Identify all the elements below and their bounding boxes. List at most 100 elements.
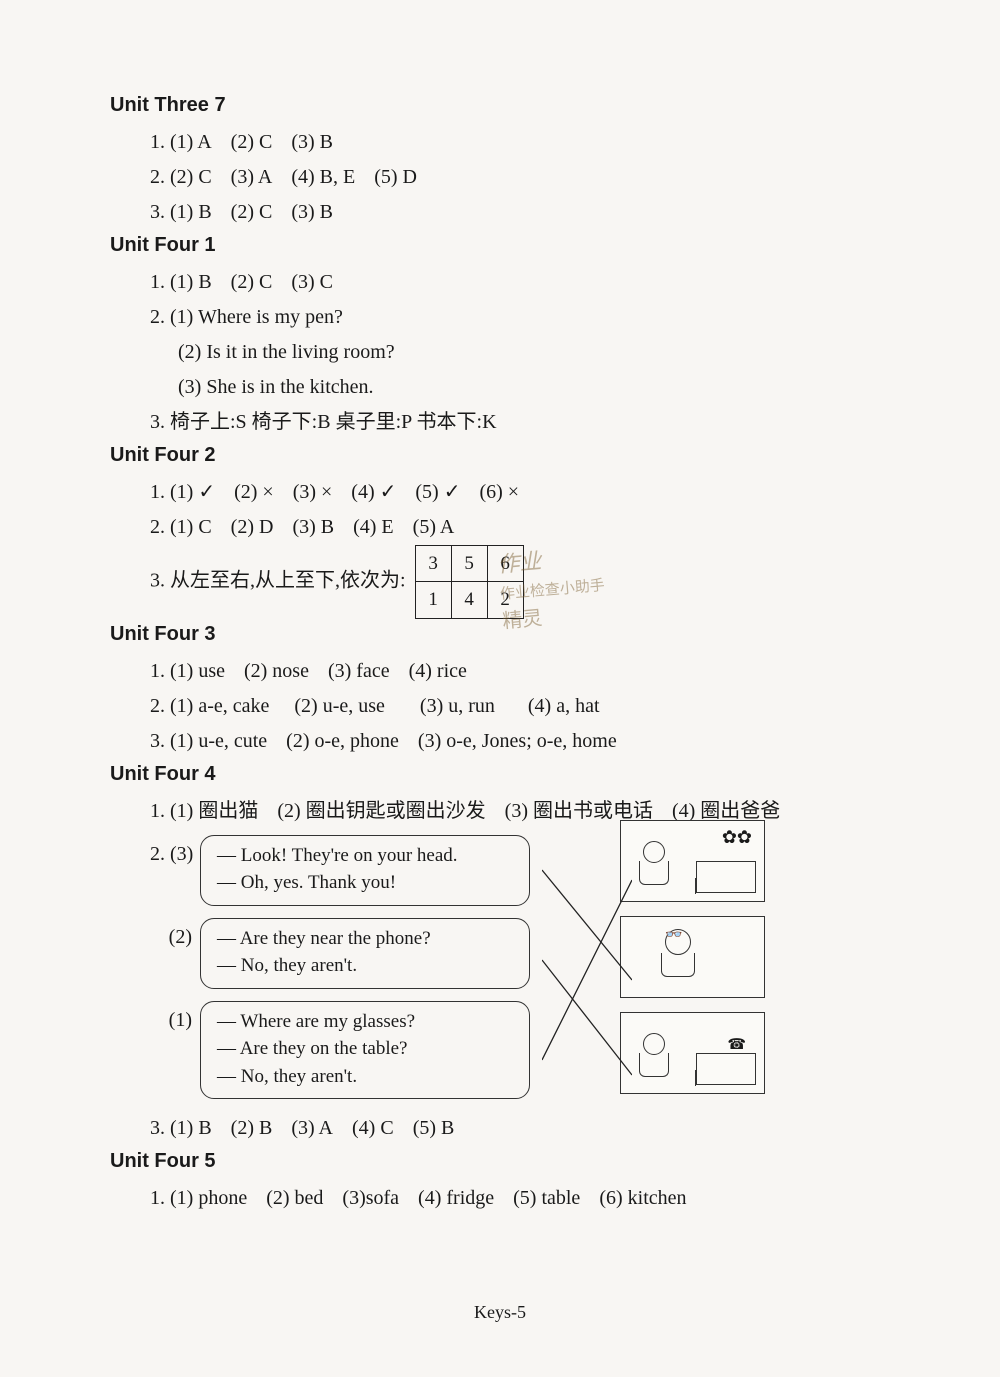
heading-unit-three-7: Unit Three 7 (110, 94, 890, 117)
u4-4-q1: 1. (1) 圈出猫 (2) 圈出钥匙或圈出沙发 (3) 圈出书或电话 (4) … (150, 794, 890, 829)
ans: (3)sofa (342, 1181, 399, 1216)
heading-unit-four-3: Unit Four 3 (110, 623, 890, 646)
ans: 3. (1) u-e, cute (150, 724, 267, 759)
u4-4-q3: 3. (1) B (2) B (3) A (4) C (5) B (150, 1111, 890, 1146)
heading-unit-four-5: Unit Four 5 (110, 1150, 890, 1173)
page: Unit Three 7 1. (1) A (2) C (3) B 2. (2)… (0, 0, 1000, 1377)
ans: (2) bed (266, 1181, 323, 1216)
ans: 2. (2) C (150, 160, 212, 195)
ans: 1. (1) phone (150, 1181, 247, 1216)
ans: (3) C (291, 265, 333, 300)
heading-unit-four-1: Unit Four 1 (110, 234, 890, 257)
speech-bubble-2: — Are they near the phone? — No, they ar… (200, 918, 530, 989)
ans: (5) A (413, 510, 455, 545)
speech-bubble-3: — Where are my glasses? — Are they on th… (200, 1001, 530, 1100)
ans: 1. (1) B (150, 265, 212, 300)
bubble-num: (2) (150, 912, 200, 949)
flowers-icon: ✿✿ (722, 827, 752, 848)
ans: (3) A (231, 160, 273, 195)
match-row-1: 2. (3) — Look! They're on your head. — O… (150, 829, 890, 912)
ans: (2) × (234, 475, 274, 510)
ans: 2. (1) a-e, cake (150, 689, 269, 724)
cell: 1 (415, 582, 451, 618)
ans: (6) × (479, 475, 519, 510)
heading-unit-four-2: Unit Four 2 (110, 444, 890, 467)
bubble-line: — No, they aren't. (217, 1063, 513, 1091)
ans: (4) ✓ (351, 475, 396, 510)
u3-7-q2: 2. (2) C (3) A (4) B, E (5) D (150, 160, 890, 195)
cell: 5 (451, 546, 487, 582)
person-icon (635, 841, 673, 891)
u4-2-q2: 2. (1) C (2) D (3) B (4) E (5) A (150, 510, 890, 545)
phone-icon: ☎ (727, 1035, 746, 1054)
ans: (4) fridge (418, 1181, 494, 1216)
ans: (4) B, E (291, 160, 355, 195)
ans: 1. (1) ✓ (150, 475, 215, 510)
ans: (5) table (513, 1181, 580, 1216)
ans: (3) × (293, 475, 333, 510)
ans: (3) A (291, 1111, 333, 1146)
ans: (2) nose (244, 654, 309, 689)
ans: 1. (1) 圈出猫 (150, 794, 258, 829)
ans: 2. (1) C (150, 510, 212, 545)
bubble-line: — Where are my glasses? (217, 1008, 513, 1036)
ans: (6) kitchen (599, 1181, 686, 1216)
u4-1-q2c: (3) She is in the kitchen. (178, 370, 890, 405)
panel-2: 👓 (620, 916, 765, 998)
panel-1: ✿✿ (620, 820, 765, 902)
u4-1-q2b: (2) Is it in the living room? (178, 335, 890, 370)
ans: (3) B (291, 195, 333, 230)
page-footer: Keys-5 (0, 1302, 1000, 1323)
illustration-panels: ✿✿ 👓 ☎ (620, 820, 765, 1094)
ans: (4) a, hat (528, 689, 600, 724)
u4-1-q2a: 2. (1) Where is my pen? (150, 300, 890, 335)
glasses-icon: 👓 (665, 927, 682, 944)
ans: (2) 圈出钥匙或圈出沙发 (277, 794, 485, 829)
ans: (5) ✓ (415, 475, 460, 510)
ans: 3. (1) B (150, 1111, 212, 1146)
cell: 2 (487, 582, 523, 618)
match-row-2: (2) — Are they near the phone? — No, the… (150, 912, 890, 995)
ans: (3) u, run (420, 689, 495, 724)
ans: (4) rice (409, 654, 467, 689)
ans: (2) C (231, 125, 273, 160)
ans: (5) D (374, 160, 417, 195)
ans: (3) B (292, 510, 334, 545)
u4-3-q3: 3. (1) u-e, cute (2) o-e, phone (3) o-e,… (150, 724, 890, 759)
bubble-line: — Are they near the phone? (217, 925, 513, 953)
cell: 6 (487, 546, 523, 582)
heading-unit-four-4: Unit Four 4 (110, 763, 890, 786)
u4-5-q1: 1. (1) phone (2) bed (3)sofa (4) fridge … (150, 1181, 890, 1216)
table-icon (696, 861, 756, 893)
speech-bubble-1: — Look! They're on your head. — Oh, yes.… (200, 835, 530, 906)
bubble-num: (1) (150, 995, 200, 1032)
ans: (4) E (353, 510, 394, 545)
match-row-3: (1) — Where are my glasses? — Are they o… (150, 995, 890, 1106)
order-table: 3 5 6 1 4 2 (415, 545, 524, 619)
ans: (3) o-e, Jones; o-e, home (418, 724, 617, 759)
person-icon (635, 1033, 673, 1083)
ans: 1. (1) A (150, 125, 212, 160)
bubble-num: 2. (3) (150, 829, 200, 866)
panel-3: ☎ (620, 1012, 765, 1094)
cell: 4 (451, 582, 487, 618)
q3-label: 3. 从左至右,从上至下,依次为: (150, 569, 406, 591)
cell: 3 (415, 546, 451, 582)
ans: (2) u-e, use (294, 689, 385, 724)
u4-2-q3: 3. 从左至右,从上至下,依次为: 3 5 6 1 4 2 (150, 545, 890, 619)
ans: (2) B (231, 1111, 273, 1146)
bubble-line: — No, they aren't. (217, 952, 513, 980)
bubble-line: — Oh, yes. Thank you! (217, 869, 513, 897)
ans: (2) C (231, 265, 273, 300)
ans: (2) D (231, 510, 274, 545)
u4-2-q1: 1. (1) ✓ (2) × (3) × (4) ✓ (5) ✓ (6) × (150, 475, 890, 510)
ans: (2) o-e, phone (286, 724, 399, 759)
ans: (3) face (328, 654, 390, 689)
u4-1-q1: 1. (1) B (2) C (3) C (150, 265, 890, 300)
u4-3-q2: 2. (1) a-e, cake (2) u-e, use (3) u, run… (150, 689, 890, 724)
ans: (3) B (291, 125, 333, 160)
u4-1-q3: 3. 椅子上:S 椅子下:B 桌子里:P 书本下:K (150, 405, 890, 440)
u4-3-q1: 1. (1) use (2) nose (3) face (4) rice (150, 654, 890, 689)
u3-7-q3: 3. (1) B (2) C (3) B (150, 195, 890, 230)
ans: (2) C (231, 195, 273, 230)
